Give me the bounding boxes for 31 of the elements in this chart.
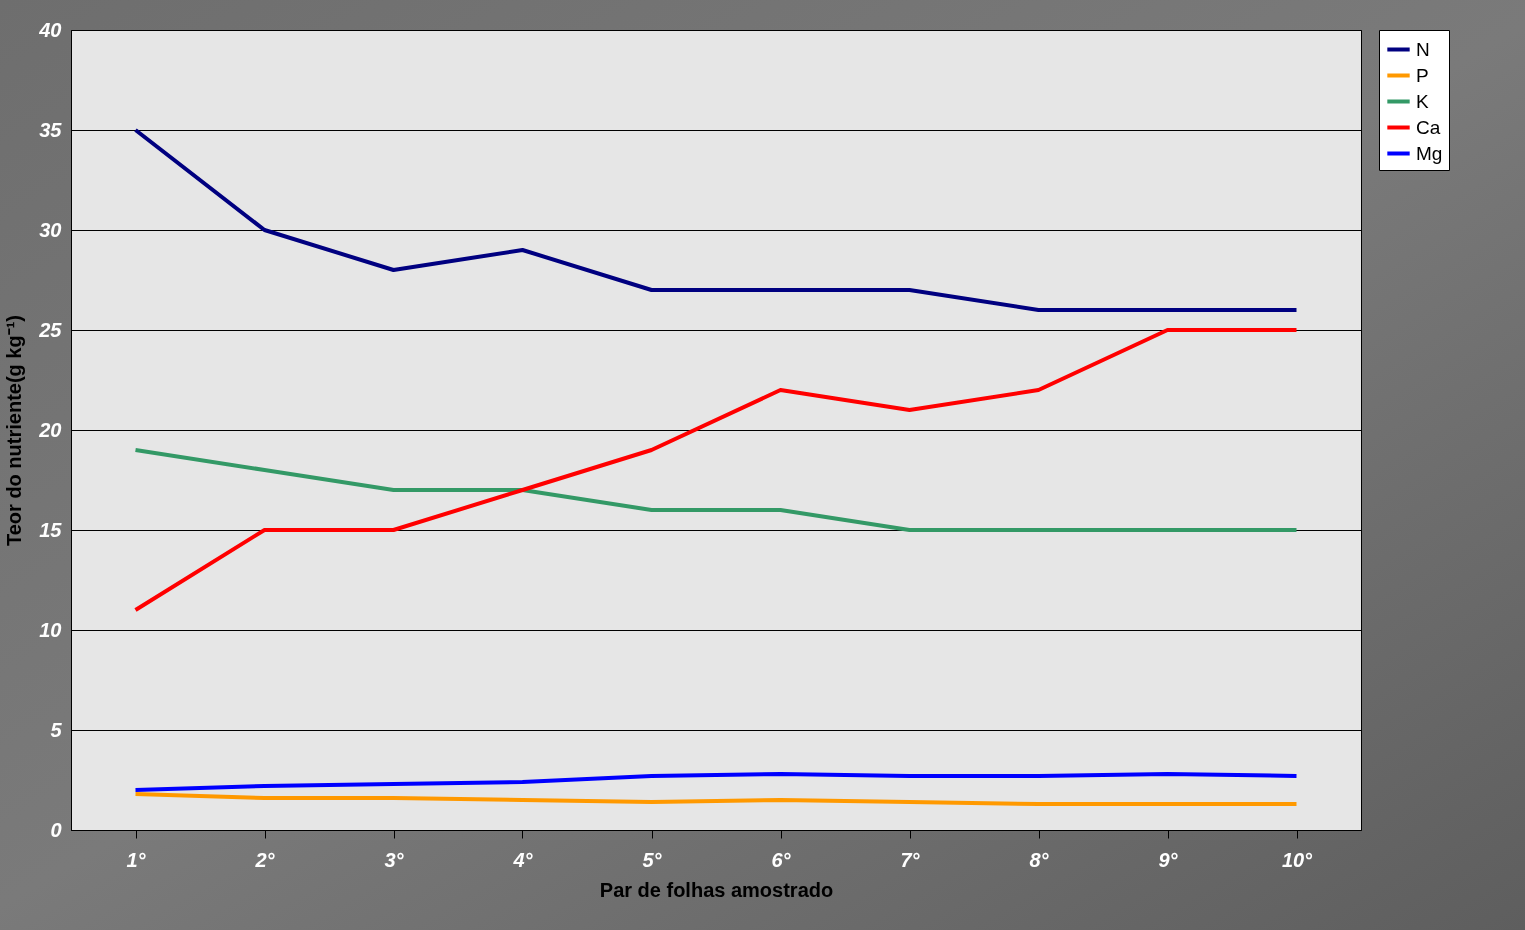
x-tick-label: 8° xyxy=(1029,848,1050,871)
legend-label: K xyxy=(1416,90,1429,112)
line-series xyxy=(133,772,1299,792)
y-tick-label: 5 xyxy=(50,718,63,741)
y-tick-label: 20 xyxy=(38,418,62,441)
y-tick-label: 35 xyxy=(39,118,63,141)
x-tick-label: 7° xyxy=(900,848,921,871)
legend-label: Ca xyxy=(1416,116,1441,138)
x-tick-label: 10° xyxy=(1281,848,1314,871)
x-tick-label: 9° xyxy=(1158,848,1179,871)
x-axis-title: Par de folhas amostrado xyxy=(599,878,834,901)
y-tick-label: 10 xyxy=(39,618,62,641)
legend-label: N xyxy=(1416,38,1430,60)
x-tick-label: 4° xyxy=(512,848,534,871)
line-series xyxy=(133,328,1299,612)
y-tick-label: 15 xyxy=(39,518,63,541)
y-tick-label: 0 xyxy=(50,818,62,841)
legend-label: Mg xyxy=(1416,142,1443,164)
x-tick-label: 2° xyxy=(254,848,276,871)
x-tick-label: 6° xyxy=(771,848,792,871)
line-series xyxy=(133,448,1299,532)
line-series xyxy=(133,792,1299,806)
y-tick-label: 30 xyxy=(39,218,62,241)
legend-label: P xyxy=(1416,64,1429,86)
x-tick-label: 5° xyxy=(642,848,663,871)
y-tick-label: 40 xyxy=(38,18,62,41)
x-tick-label: 3° xyxy=(384,848,405,871)
y-axis-title: Teor do nutriente(g kg⁻¹) xyxy=(3,314,26,547)
line-series xyxy=(133,128,1299,312)
y-tick-label: 25 xyxy=(38,318,63,341)
x-tick-label: 1° xyxy=(126,848,147,871)
